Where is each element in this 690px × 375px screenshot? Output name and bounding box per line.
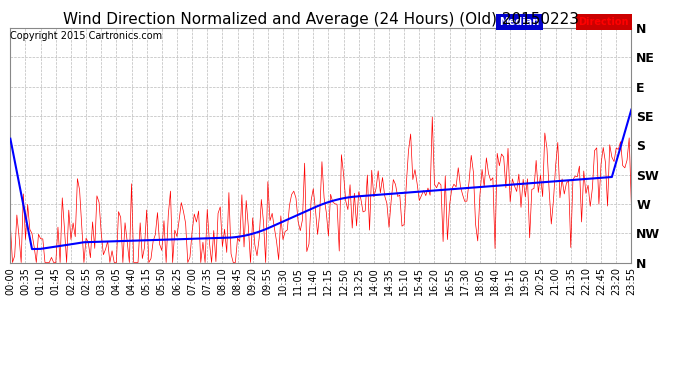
Title: Wind Direction Normalized and Average (24 Hours) (Old) 20150223: Wind Direction Normalized and Average (2…: [63, 12, 579, 27]
Text: Direction: Direction: [579, 17, 629, 27]
Text: Median: Median: [500, 17, 540, 27]
Text: Copyright 2015 Cartronics.com: Copyright 2015 Cartronics.com: [10, 32, 162, 41]
